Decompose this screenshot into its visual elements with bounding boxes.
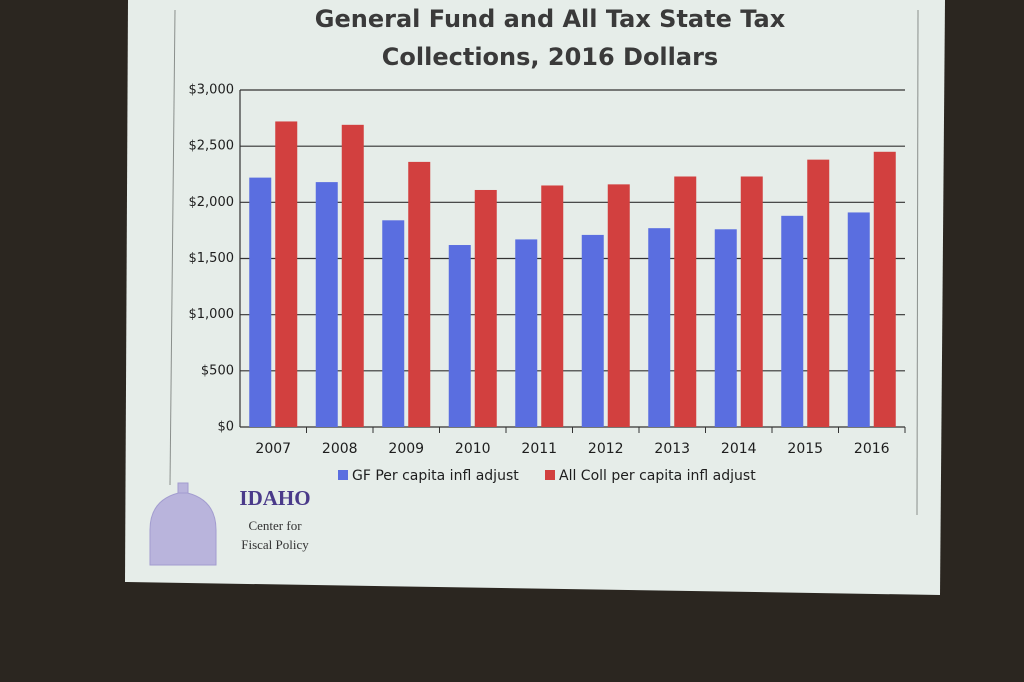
x-tick-label: 2007 xyxy=(255,441,291,457)
bar xyxy=(315,182,338,427)
bar xyxy=(873,151,896,428)
bar xyxy=(581,234,604,427)
x-tick-label: 2012 xyxy=(588,441,624,457)
y-tick-label: $2,000 xyxy=(189,195,235,210)
x-tick-label: 2016 xyxy=(854,441,890,457)
logo-name: IDAHO xyxy=(239,486,310,510)
y-tick-label: $3,000 xyxy=(189,83,235,98)
bar xyxy=(847,212,870,427)
x-tick-label: 2009 xyxy=(388,441,424,457)
frame-edge xyxy=(169,9,176,486)
bar xyxy=(249,177,272,427)
bar xyxy=(781,215,804,427)
bar xyxy=(382,220,405,427)
y-tick-label: $1,500 xyxy=(189,251,235,266)
x-tick-label: 2010 xyxy=(455,441,491,457)
bar xyxy=(714,229,737,427)
bar xyxy=(807,159,830,427)
logo-line: Fiscal Policy xyxy=(241,537,309,552)
bar xyxy=(541,185,564,427)
y-tick-label: $500 xyxy=(201,363,234,378)
bar xyxy=(515,239,538,427)
bar xyxy=(341,124,364,427)
bar xyxy=(275,121,298,427)
y-tick-label: $2,500 xyxy=(189,139,235,154)
bar xyxy=(607,184,630,427)
logo-line: Center for xyxy=(248,518,302,533)
y-tick-label: $0 xyxy=(217,420,234,435)
bar xyxy=(674,176,697,427)
legend-label: All Coll per capita infl adjust xyxy=(559,468,756,484)
x-tick-label: 2015 xyxy=(787,441,823,457)
bar xyxy=(474,189,497,427)
x-tick-label: 2011 xyxy=(521,441,557,457)
legend-label: GF Per capita infl adjust xyxy=(352,468,519,484)
legend-swatch xyxy=(338,470,348,480)
frame-edge xyxy=(916,9,919,516)
chart-title: General Fund and All Tax State Tax Colle… xyxy=(314,5,786,71)
y-tick-label: $1,000 xyxy=(189,307,235,322)
legend-swatch xyxy=(545,470,555,480)
bar xyxy=(740,176,763,427)
bar xyxy=(448,245,471,427)
bar xyxy=(648,228,671,427)
bar xyxy=(408,161,431,428)
x-tick-label: 2013 xyxy=(654,441,690,457)
x-tick-label: 2008 xyxy=(322,441,358,457)
logo-icon xyxy=(149,482,217,566)
x-tick-label: 2014 xyxy=(721,441,757,457)
